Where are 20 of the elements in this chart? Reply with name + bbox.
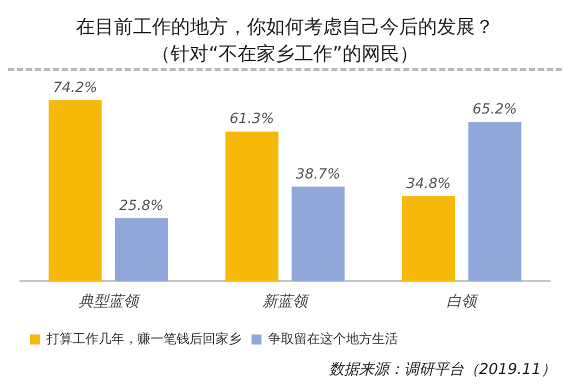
bar [292,186,345,281]
data-label: 25.8% [119,198,164,214]
x-tick-label: 白领 [446,292,480,310]
chart-subtitle: （针对“不在家乡工作”的网民） [150,42,420,67]
bar [468,122,522,281]
legend-label: 争取留在这个地方生活 [268,330,398,347]
x-tick-label: 新蓝领 [262,292,310,310]
bar [225,132,278,281]
source-note: 数据来源：调研平台（2019.11） [328,360,556,379]
bar [114,218,168,281]
data-label: 74.2% [52,80,98,96]
data-label: 65.2% [472,102,518,118]
x-tick-label: 典型蓝领 [78,292,142,310]
data-label: 38.7% [296,166,340,182]
bar [402,196,456,281]
legend-label: 打算工作几年，赚一笔钱后回家乡 [46,330,242,347]
data-label: 61.3% [230,111,274,128]
data-label: 34.8% [406,176,451,192]
bar [48,100,102,281]
chart-title: 在目前工作的地方，你如何考虑自己今后的发展？ [75,15,495,40]
